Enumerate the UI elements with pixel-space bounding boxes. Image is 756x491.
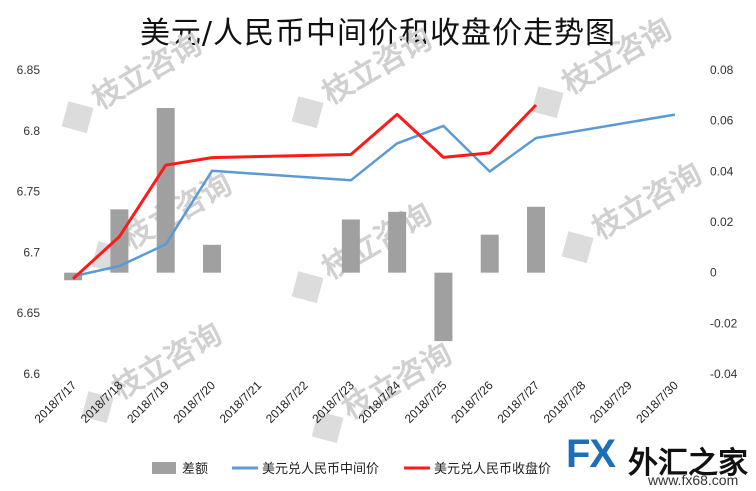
brand-logo-fx: FX xyxy=(566,432,616,476)
watermark-text: 枝立咨询 xyxy=(317,22,438,112)
y-right-tick-label: 0.02 xyxy=(710,215,734,229)
line-series xyxy=(72,103,676,280)
watermark-logo xyxy=(291,96,324,129)
y-right-tick-label: 0.06 xyxy=(710,114,734,128)
y-left-tick-label: 6.65 xyxy=(17,306,41,320)
watermark: 枝立咨询 xyxy=(291,22,438,129)
x-tick-label: 2018/7/17 xyxy=(32,378,80,426)
bar-series xyxy=(64,108,545,342)
legend: 差额 美元兑人民币中间价 美元兑人民币收盘价 xyxy=(152,461,551,477)
watermark-text: 枝立咨询 xyxy=(317,197,438,287)
y-right-tick-label: 0.04 xyxy=(710,164,734,178)
watermark: 枝立咨询 xyxy=(531,12,678,119)
watermark-logo xyxy=(291,271,324,304)
brand-logo: FX 外汇之家 www.fx68.com xyxy=(566,432,756,491)
x-tick-label: 2018/7/20 xyxy=(170,378,218,426)
brand-logo-url: www.fx68.com xyxy=(648,472,739,488)
bar xyxy=(434,272,453,342)
chart-title: 美元/人民币中间价和收盘价走势图 xyxy=(139,16,617,51)
watermark-logo xyxy=(311,411,344,444)
watermark-text: 枝立咨询 xyxy=(587,157,708,247)
series-line xyxy=(72,103,538,280)
x-tick-label: 2018/7/22 xyxy=(263,378,311,426)
y-left-tick-label: 6.75 xyxy=(17,185,41,199)
x-tick-label: 2018/7/28 xyxy=(541,378,589,426)
x-tick-label: 2018/7/21 xyxy=(217,378,265,426)
watermark-logo xyxy=(61,101,94,134)
watermark: 枝立咨询 xyxy=(291,197,438,304)
bar xyxy=(156,108,175,273)
y-axis-left: 6.85 6.8 6.75 6.7 6.65 6.6 xyxy=(17,63,41,381)
brand-logo-name: 外汇之家 xyxy=(628,438,748,482)
y-right-tick-label: 0 xyxy=(710,266,717,280)
y-right-tick-label: -0.02 xyxy=(710,316,738,330)
y-left-tick-label: 6.8 xyxy=(23,124,40,138)
legend-label: 差额 xyxy=(182,462,208,477)
x-tick-label: 2018/7/29 xyxy=(587,378,635,426)
y-right-tick-label: 0.08 xyxy=(710,63,734,77)
y-left-tick-label: 6.85 xyxy=(17,63,41,77)
bar xyxy=(388,211,407,273)
watermark: 枝立咨询 xyxy=(561,157,708,264)
watermark-logo xyxy=(561,231,594,264)
series-line xyxy=(72,113,676,278)
x-tick-label: 2018/7/26 xyxy=(448,378,496,426)
legend-label: 美元兑人民币中间价 xyxy=(262,462,379,477)
legend-swatch xyxy=(152,462,176,474)
legend-label: 美元兑人民币收盘价 xyxy=(434,461,551,477)
y-left-tick-label: 6.7 xyxy=(23,245,40,259)
watermark-logo xyxy=(531,86,564,119)
x-tick-label: 2018/7/27 xyxy=(494,378,542,426)
watermark: 枝立咨询 xyxy=(61,27,208,134)
bar xyxy=(527,206,545,273)
y-axis-right: 0.08 0.06 0.04 0.02 0 -0.02 -0.04 xyxy=(710,63,738,381)
watermark-logo xyxy=(81,391,114,424)
y-right-tick-label: -0.04 xyxy=(710,367,738,381)
bar xyxy=(341,219,360,273)
bar xyxy=(110,209,129,273)
bar xyxy=(480,234,499,273)
bar xyxy=(203,244,221,273)
watermark-text: 枝立咨询 xyxy=(87,27,208,117)
watermark-text: 枝立咨询 xyxy=(557,12,678,102)
x-tick-label: 2018/7/30 xyxy=(633,378,681,426)
y-left-tick-label: 6.6 xyxy=(23,367,40,381)
